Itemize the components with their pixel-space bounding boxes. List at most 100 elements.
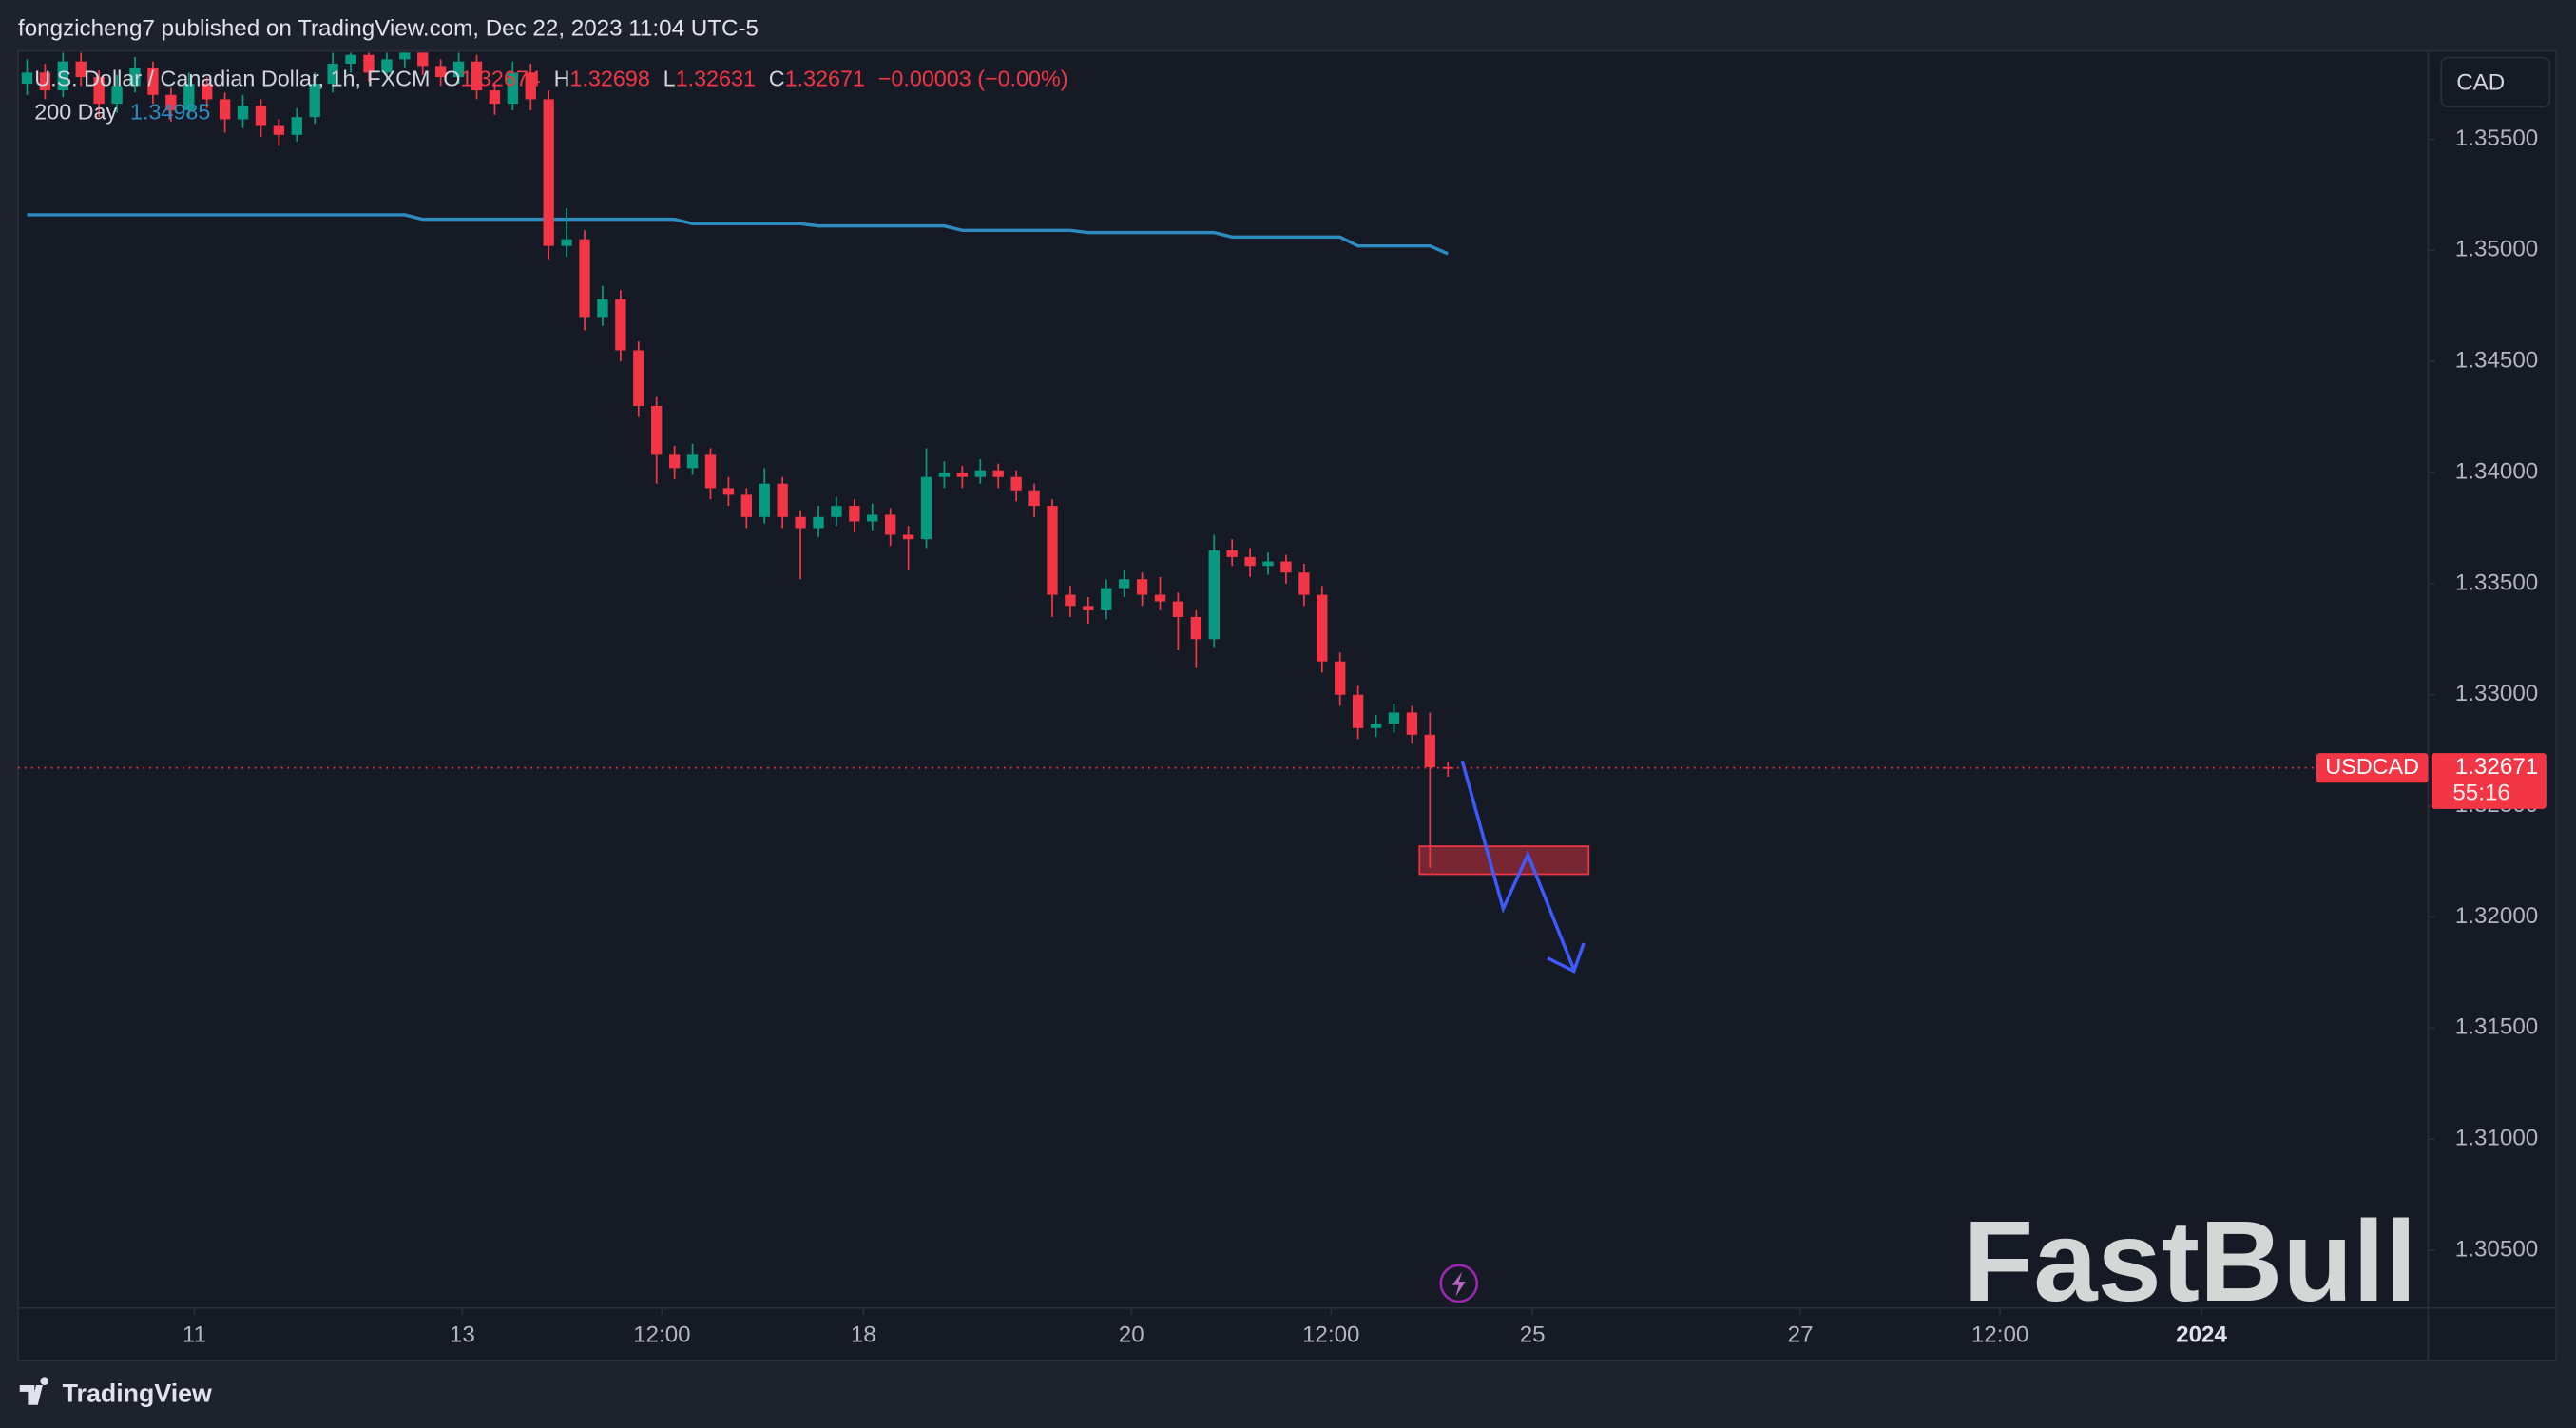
candle-body (759, 483, 770, 517)
candle-body (1226, 550, 1238, 557)
candle-body (202, 84, 213, 100)
symbol-legend: U.S. Dollar / Canadian Dollar, 1h, FXCM O… (34, 67, 1067, 91)
candle-body (1280, 561, 1292, 573)
candle-body (1083, 606, 1094, 610)
candle-body (165, 94, 177, 111)
price-tag-label: 1.32671 (2455, 754, 2538, 780)
projection-arrow (1460, 760, 1576, 971)
candle-body (1154, 594, 1166, 602)
moving-average (27, 213, 1449, 256)
candle-body (740, 494, 752, 517)
y-tick-label: 1.33500 (2455, 569, 2538, 595)
candle-body (1352, 694, 1364, 728)
candle-body (902, 534, 914, 540)
publisher-line: fongzicheng7 published on TradingView.co… (18, 16, 759, 42)
candle-body (885, 514, 896, 535)
candle-body (1262, 561, 1274, 567)
ohlc-label: H (554, 67, 570, 91)
x-tick-label: 11 (183, 1322, 206, 1348)
candle-body (1010, 476, 1022, 491)
y-tick-label: 1.33000 (2455, 681, 2538, 706)
chart-panel (17, 49, 2558, 1361)
target-zone (1418, 845, 1590, 876)
candle-body (39, 72, 51, 91)
indicator-value: 1.34985 (130, 99, 210, 124)
y-tick-label: 1.31000 (2455, 1126, 2538, 1151)
candle-body (273, 125, 285, 135)
candle-body (1118, 579, 1130, 589)
candle-body (57, 61, 68, 91)
candle-body (381, 59, 393, 73)
symbol-tag-label: USDCAD (2325, 754, 2419, 779)
candle-body (183, 84, 195, 111)
ohlc-label: L (663, 67, 676, 91)
candle-body (417, 52, 429, 67)
candle-body (489, 90, 501, 105)
candle-body (291, 117, 302, 135)
candle-body (1298, 572, 1310, 595)
y-tick-label: 1.32000 (2455, 903, 2538, 929)
tv-logo (19, 1377, 49, 1405)
plot-area (21, 52, 1453, 869)
candle-body (956, 473, 969, 477)
x-tick-label: 2024 (2176, 1322, 2227, 1348)
x-tick-label: 12:00 (1302, 1322, 1360, 1348)
x-tick-label: 18 (851, 1322, 876, 1348)
candle-body (849, 506, 860, 522)
candle-body (507, 72, 519, 105)
candle-body (992, 470, 1004, 477)
candle-body (543, 99, 554, 246)
candle-body (938, 473, 951, 477)
events-icon[interactable] (1439, 1264, 1479, 1303)
arrow-head (1547, 942, 1586, 974)
candle-body (1388, 712, 1400, 724)
candle-body (345, 54, 356, 65)
ohlc-value: 1.32698 (569, 67, 649, 91)
candle-body (75, 61, 87, 78)
candle-body (795, 516, 806, 529)
price-tag (2431, 753, 2547, 809)
candle-body (1101, 588, 1112, 610)
x-tick-label: 12:00 (633, 1322, 691, 1348)
candle-body (615, 299, 626, 351)
candle-body (1406, 712, 1418, 735)
watermark: FastBull (1963, 1196, 2416, 1325)
y-tick-label: 1.34000 (2455, 458, 2538, 484)
candle-body (651, 405, 663, 455)
candle-body (1317, 594, 1328, 662)
ohlc-label: C (769, 67, 785, 91)
x-tick-label: 20 (1119, 1322, 1144, 1348)
candle-body (147, 68, 159, 95)
candle-body (1244, 556, 1256, 567)
currency-label: CAD (2456, 70, 2505, 96)
x-tick-label: 27 (1788, 1322, 1814, 1348)
candle-body (686, 454, 699, 469)
currency-button[interactable] (2440, 56, 2551, 108)
candle-body (237, 106, 249, 120)
candle-body (597, 299, 608, 318)
x-tick-label: 25 (1520, 1322, 1546, 1348)
indicator-name: 200 Day (34, 99, 117, 124)
candle-body (1047, 506, 1058, 595)
y-tick-label: 1.35000 (2455, 237, 2538, 262)
candle-body (21, 72, 33, 85)
candle-body (668, 454, 681, 469)
y-tick-label: 1.34500 (2455, 348, 2538, 374)
x-tick-label: 12:00 (1971, 1322, 2029, 1348)
candle-body (1172, 601, 1184, 617)
symbol-tag (2316, 753, 2429, 783)
candle-body (633, 350, 644, 406)
candle-body (452, 61, 465, 78)
brand: TradingView (63, 1379, 212, 1407)
candle-body (399, 52, 411, 60)
candle-body (831, 506, 842, 517)
candle-body (471, 61, 483, 91)
lightning (1451, 1271, 1466, 1297)
candle-body (129, 68, 141, 87)
candle-body (1190, 616, 1202, 640)
candle-body (920, 476, 932, 540)
title: U.S. Dollar / Canadian Dollar, 1h, FXCM (34, 67, 430, 91)
candle-body (1442, 766, 1453, 769)
x-tick-label: 13 (450, 1322, 475, 1348)
